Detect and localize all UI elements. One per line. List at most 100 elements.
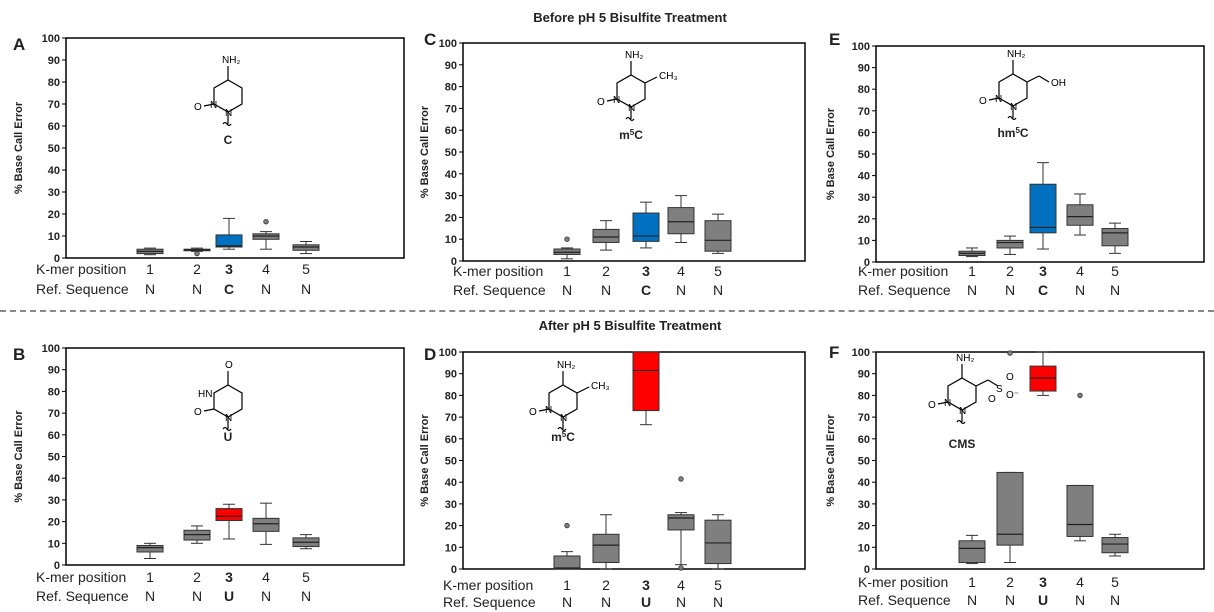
ref-sequence-label: Ref. Sequence (36, 281, 129, 297)
y-tick-label: 90 (48, 365, 60, 377)
kmer-position-value: 4 (1076, 574, 1084, 590)
structure-hydroxymethylcytosine: NH₂ OH O N N (979, 49, 1066, 121)
panel-letter-d: D (424, 345, 437, 364)
kmer-position-value: 4 (677, 577, 685, 593)
y-tick-label: 0 (451, 256, 457, 268)
y-tick-label: 30 (858, 192, 870, 204)
ref-sequence-label: Ref. Sequence (36, 588, 129, 604)
svg-text:O: O (988, 394, 996, 405)
ref-sequence-value: N (145, 281, 155, 297)
ref-sequence-value: N (601, 282, 611, 298)
kmer-position-value: 2 (193, 569, 201, 585)
kmer-position-value: 1 (146, 261, 154, 277)
box-5 (1101, 537, 1129, 554)
kmer-position-value: 3 (1039, 574, 1047, 590)
ref-sequence-value: U (641, 594, 651, 610)
kmer-position-value: 5 (1111, 263, 1119, 279)
panel-d: 0 10 20 30 40 50 60 70 80 90 100 % Base Call Error m… (419, 347, 806, 610)
panel-letter-c: C (424, 30, 437, 49)
y-tick-label: 0 (864, 564, 870, 576)
svg-text:OH: OH (1051, 78, 1066, 89)
panel-letter-e: E (829, 30, 841, 49)
y-tick-label: 0 (54, 253, 60, 265)
y-tick-label: 100 (42, 33, 60, 45)
ref-sequence-value: C (224, 281, 234, 297)
y-tick-label: 100 (439, 38, 457, 50)
ref-sequence-label: Ref. Sequence (453, 282, 546, 298)
outlier-point (1007, 350, 1013, 356)
box-1 (958, 540, 986, 563)
y-tick-label: 70 (858, 106, 870, 118)
svg-text:N: N (995, 94, 1002, 105)
y-tick-label: 20 (48, 209, 60, 221)
panel-e: 0 10 20 30 40 50 60 70 80 90 100 % Base Call Error h… (825, 41, 1205, 298)
ref-sequence-value: N (713, 282, 723, 298)
box-3 (215, 234, 243, 248)
kmer-position-label: K-mer position (36, 569, 126, 585)
panel-b: 0 10 20 30 40 50 60 70 80 90 100 % Base Call Error U… (13, 343, 405, 604)
box-4 (667, 514, 695, 531)
y-tick-label: 50 (445, 456, 457, 468)
box-3 (632, 351, 660, 412)
y-axis-label: % Base Call Error (419, 105, 431, 198)
kmer-position-value: 5 (302, 569, 310, 585)
kmer-position-value: 2 (602, 577, 610, 593)
kmer-position-value: 3 (225, 261, 233, 277)
y-tick-label: 40 (445, 169, 457, 181)
outlier-point (263, 218, 269, 225)
kmer-position-value: 4 (1076, 263, 1084, 279)
ref-sequence-value: N (301, 281, 311, 297)
panel-a: 0 10 20 30 40 50 60 70 80 90 100 % Base Call Error C… (13, 33, 405, 297)
section-title-before: Before pH 5 Bisulfite Treatment (533, 10, 727, 25)
y-tick-label: 10 (858, 542, 870, 554)
kmer-position-value: 4 (262, 261, 270, 277)
kmer-position-value: 5 (714, 263, 722, 279)
ref-sequence-value: N (562, 594, 572, 610)
svg-text:S: S (996, 384, 1003, 395)
box-2 (996, 471, 1024, 546)
y-axis-label: % Base Call Error (419, 414, 431, 507)
y-tick-label: 70 (445, 412, 457, 424)
ref-sequence-value: N (601, 594, 611, 610)
ref-sequence-value: N (1075, 592, 1085, 608)
svg-text:O: O (194, 407, 202, 418)
svg-text:O: O (225, 360, 233, 371)
y-tick-label: 70 (48, 99, 60, 111)
ref-sequence-value: N (967, 282, 977, 298)
y-tick-label: 0 (864, 257, 870, 269)
svg-text:N: N (225, 108, 232, 119)
outlier-point (678, 476, 684, 482)
y-tick-label: 90 (858, 63, 870, 75)
kmer-position-value: 5 (714, 577, 722, 593)
box-3 (632, 212, 660, 242)
y-tick-label: 90 (858, 369, 870, 381)
outlier-point (194, 250, 200, 257)
structure-label: C (224, 133, 233, 147)
svg-text:CH₃: CH₃ (591, 381, 610, 392)
svg-text:O: O (597, 97, 605, 108)
y-tick-label: 40 (48, 165, 60, 177)
y-tick-label: 80 (48, 77, 60, 89)
y-tick-label: 50 (858, 456, 870, 468)
ref-sequence-value: N (713, 594, 723, 610)
svg-text:N: N (225, 413, 232, 424)
section-title-after: After pH 5 Bisulfite Treatment (538, 318, 722, 333)
svg-text:O⁻: O⁻ (1006, 390, 1019, 401)
structure-label: CMS (949, 437, 976, 451)
svg-text:O: O (529, 407, 537, 418)
y-tick-label: 80 (48, 386, 60, 398)
box-5 (704, 220, 732, 252)
structure-uracil: O HN O N (194, 360, 243, 432)
svg-text:HN: HN (198, 389, 212, 400)
ref-sequence-value: C (1038, 282, 1048, 298)
panel-letter-b: B (13, 345, 26, 364)
svg-text:O: O (194, 102, 202, 113)
ref-sequence-value: N (1110, 592, 1120, 608)
ref-sequence-label: Ref. Sequence (443, 594, 536, 610)
ref-sequence-value: N (192, 588, 202, 604)
kmer-position-value: 3 (225, 569, 233, 585)
y-tick-label: 70 (445, 103, 457, 115)
kmer-position-value: 3 (1039, 263, 1047, 279)
ref-sequence-value: N (967, 592, 977, 608)
panel-f: 0 10 20 30 40 50 60 70 80 90 100 % Base Call Error C… (825, 347, 1205, 608)
